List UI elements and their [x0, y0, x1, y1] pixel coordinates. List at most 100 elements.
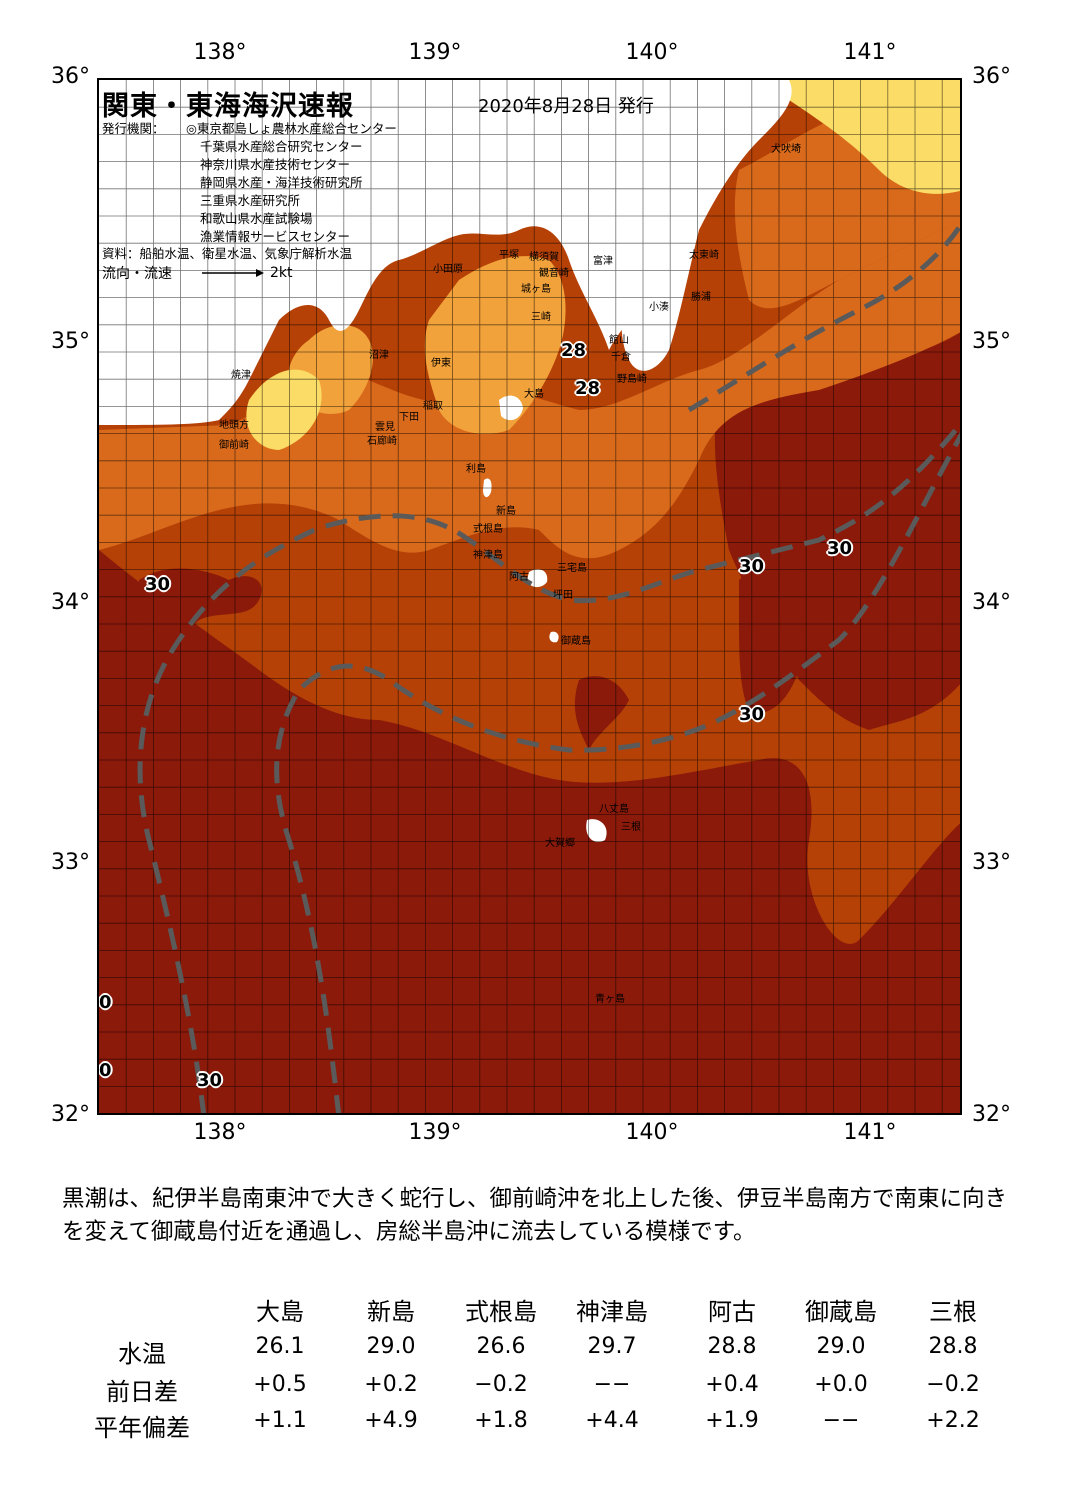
place-omaezaki: 御前崎 [219, 440, 249, 451]
mid-zone-north [99, 221, 960, 559]
place-taitozaki: 太東崎 [689, 250, 719, 261]
table-cell: −− [822, 1408, 860, 1433]
cool-zone-sagami [424, 256, 566, 434]
isotherm-label-0-b: 0 [99, 1060, 112, 1081]
place-numazu: 沼津 [369, 350, 389, 361]
flow-arrow-icon [202, 269, 264, 277]
table-cell: +4.4 [585, 1408, 639, 1433]
place-irozaki: 石廊崎 [367, 436, 397, 447]
land-izu-oshima [499, 395, 523, 421]
map-canvas [99, 80, 960, 1113]
lat-label-36-left: 36° [51, 64, 90, 89]
table-cell: +0.4 [705, 1372, 759, 1397]
place-hiratsuka: 平塚 [499, 250, 519, 261]
table-cell: −0.2 [474, 1372, 528, 1397]
publisher-item: 静岡県水産・海洋技術研究所 [200, 175, 363, 190]
isotherm-label-28-south: 28 [575, 378, 601, 399]
table-cell: 28.8 [707, 1334, 757, 1359]
lat-label-33-left: 33° [51, 850, 90, 875]
lon-label-139-top: 139° [408, 40, 462, 65]
isotherm-label-30-southwest: 30 [197, 1070, 223, 1091]
place-kannonzaki: 観音崎 [539, 268, 569, 279]
kuroshio-axis-line-3 [687, 221, 960, 413]
place-aogashima: 青ヶ島 [595, 994, 625, 1005]
station-header: 御蔵島 [805, 1298, 877, 1326]
table-cell: 28.8 [928, 1334, 978, 1359]
land-kanto-boso [99, 80, 748, 425]
place-odawara: 小田原 [433, 264, 463, 275]
graticule [99, 80, 960, 1113]
map-title: 関東・東海海沢速報 [102, 91, 354, 122]
place-chikura: 千倉 [611, 352, 631, 363]
lat-label-32-right: 32° [972, 1102, 1011, 1127]
warmest-zone-south [99, 550, 960, 1113]
isotherm-label-30-east-1: 30 [739, 556, 765, 577]
publisher-item: 和歌山県水産試験場 [200, 211, 313, 226]
place-katsuura: 勝浦 [691, 292, 711, 303]
lon-label-139-bottom: 139° [408, 1120, 462, 1145]
place-tsubota: 坪田 [553, 590, 573, 601]
warmest-core-west [139, 568, 262, 635]
place-kumomi: 雲見 [375, 422, 395, 433]
publisher-item: ◎東京都島しょ農林水産総合センター [186, 121, 397, 136]
station-header: 式根島 [465, 1298, 537, 1326]
place-kozushima: 神津島 [473, 550, 503, 561]
isotherm-label-30-east-3: 30 [739, 704, 765, 725]
place-ako: 阿古 [509, 572, 529, 583]
table-cell: +4.9 [364, 1408, 418, 1433]
cool-zone-izu [246, 369, 322, 450]
place-miyakejima: 三宅島 [557, 563, 587, 574]
sea-temperature-map: 犬吠埼 太東崎 勝浦 小湊 館山 千倉 野島崎 富津 横須賀 観音崎 城ヶ島 三… [97, 78, 962, 1115]
flow-legend-label: 流向・流速 [102, 266, 172, 282]
lon-label-140-top: 140° [625, 40, 679, 65]
table-cell: +1.9 [705, 1408, 759, 1433]
publisher-item: 千葉県水産総合研究センター [200, 139, 363, 154]
place-shimoda: 下田 [399, 412, 419, 423]
place-futtsu: 富津 [593, 256, 613, 267]
place-kominato: 小湊 [649, 302, 669, 313]
warmest-core-southwest [99, 940, 267, 1113]
graticule-lines [99, 80, 960, 1113]
place-toshima: 利島 [466, 464, 486, 475]
table-cell: +2.2 [926, 1408, 980, 1433]
place-jogashima: 城ヶ島 [521, 284, 551, 295]
station-header: 阿古 [708, 1298, 756, 1326]
place-mitsune: 三根 [621, 822, 641, 833]
data-sources: 資料：船舶水温、衛星水温、気象庁解析水温 [102, 246, 353, 261]
row-label: 平年偏差 [94, 1414, 190, 1442]
table-cell: +1.8 [474, 1408, 528, 1433]
map-title-block: 関東・東海海沢速報 [102, 84, 354, 123]
table-cell: +0.5 [253, 1372, 307, 1397]
place-mikurajima: 御蔵島 [561, 636, 591, 647]
table-cell: −− [593, 1372, 631, 1397]
isotherm-label-0-a: 0 [99, 992, 112, 1013]
table-cell: 29.0 [366, 1334, 416, 1359]
lat-label-35-left: 35° [51, 329, 90, 354]
place-inubozaki: 犬吠埼 [771, 144, 801, 155]
isotherm-label-28-north: 28 [561, 340, 587, 361]
place-inatori: 稲取 [423, 401, 443, 412]
station-header: 新島 [367, 1298, 415, 1326]
lat-label-32-left: 32° [51, 1102, 90, 1127]
isotherm-label-30-west: 30 [145, 574, 171, 595]
place-yokosuka: 横須賀 [529, 252, 559, 263]
warmest-core-east [739, 556, 853, 713]
place-misaki: 三崎 [531, 312, 551, 323]
kuroshio-axis-line-2 [274, 432, 960, 1113]
kuroshio-axis-line [137, 420, 960, 1113]
kuroshio-axis [137, 221, 960, 1113]
table-cell: 26.1 [255, 1334, 305, 1359]
lat-label-33-right: 33° [972, 850, 1011, 875]
row-label: 水温 [118, 1340, 166, 1368]
issue-date: 2020年8月28日 発行 [478, 96, 654, 117]
lat-label-34-right: 34° [972, 590, 1011, 615]
place-niijima: 新島 [496, 506, 516, 517]
place-ito: 伊東 [431, 358, 451, 369]
publisher-item: 漁業情報サービスセンター [200, 229, 351, 244]
place-shikinejima: 式根島 [473, 524, 503, 535]
lon-label-141-top: 141° [843, 40, 897, 65]
station-header: 神津島 [576, 1298, 648, 1326]
description-text: 黒潮は、紀伊半島南東沖で大きく蛇行し、御前崎沖を北上した後、伊豆半島南方で南東に… [62, 1186, 1008, 1245]
land-boso-tip [619, 80, 792, 371]
table-cell: −0.2 [926, 1372, 980, 1397]
